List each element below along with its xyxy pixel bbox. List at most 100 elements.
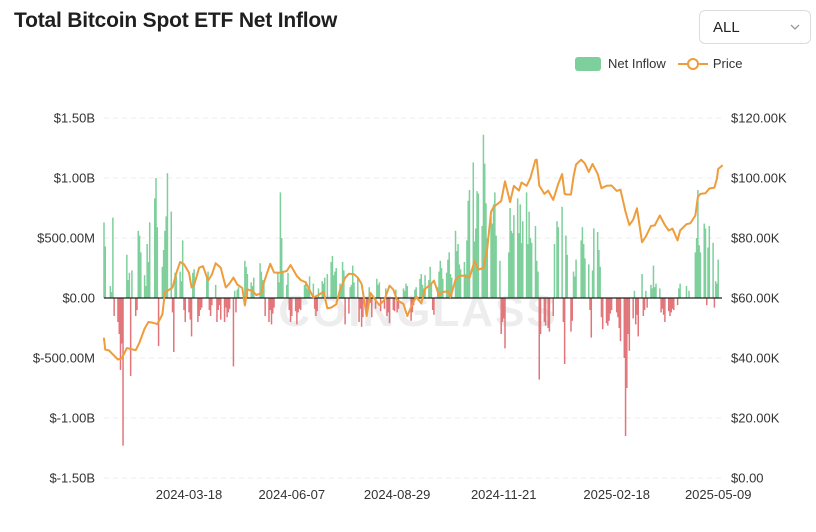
inflow-bar[interactable]	[679, 283, 681, 298]
inflow-bar[interactable]	[500, 298, 502, 334]
inflow-bar[interactable]	[162, 250, 165, 298]
inflow-bar[interactable]	[384, 288, 387, 298]
inflow-bar[interactable]	[225, 298, 227, 308]
inflow-bar[interactable]	[535, 260, 538, 298]
inflow-bar[interactable]	[397, 298, 400, 309]
inflow-bar[interactable]	[297, 298, 299, 313]
inflow-bar[interactable]	[442, 278, 444, 298]
inflow-bar[interactable]	[561, 206, 563, 298]
inflow-bar[interactable]	[383, 298, 386, 309]
inflow-bar[interactable]	[593, 228, 595, 298]
inflow-bar[interactable]	[632, 298, 634, 319]
inflow-bar[interactable]	[299, 298, 302, 310]
inflow-bar[interactable]	[348, 298, 350, 314]
inflow-bar[interactable]	[698, 245, 700, 298]
inflow-bar[interactable]	[236, 289, 238, 298]
inflow-bar[interactable]	[357, 277, 359, 298]
inflow-bar[interactable]	[350, 284, 353, 298]
inflow-bar[interactable]	[359, 298, 362, 309]
inflow-bar[interactable]	[563, 298, 566, 364]
inflow-bar[interactable]	[703, 223, 705, 298]
inflow-bar[interactable]	[669, 298, 671, 316]
inflow-bar[interactable]	[590, 298, 593, 338]
inflow-bar[interactable]	[404, 290, 406, 298]
inflow-bar[interactable]	[343, 270, 345, 298]
inflow-bar[interactable]	[492, 204, 495, 298]
inflow-bar[interactable]	[161, 266, 164, 298]
inflow-bar[interactable]	[615, 298, 618, 313]
inflow-bar[interactable]	[134, 298, 137, 316]
inflow-bar[interactable]	[315, 298, 317, 316]
inflow-bar[interactable]	[628, 298, 631, 351]
inflow-bar[interactable]	[268, 298, 270, 322]
inflow-bar[interactable]	[388, 298, 391, 324]
inflow-bar[interactable]	[353, 282, 355, 298]
inflow-bar[interactable]	[223, 298, 226, 322]
inflow-bar[interactable]	[419, 278, 421, 298]
inflow-bar[interactable]	[623, 298, 626, 358]
inflow-bar[interactable]	[428, 280, 430, 298]
inflow-bar[interactable]	[406, 286, 409, 298]
inflow-bar[interactable]	[362, 298, 364, 318]
inflow-bar[interactable]	[439, 260, 442, 298]
inflow-bar[interactable]	[128, 272, 131, 298]
inflow-bar[interactable]	[547, 298, 549, 328]
inflow-bar[interactable]	[646, 298, 648, 308]
inflow-bar[interactable]	[491, 223, 494, 298]
inflow-bar[interactable]	[476, 191, 478, 298]
inflow-bar[interactable]	[653, 287, 656, 298]
inflow-bar[interactable]	[618, 298, 620, 328]
inflow-bar[interactable]	[214, 284, 217, 298]
inflow-bar[interactable]	[117, 298, 119, 322]
inflow-bar[interactable]	[539, 298, 542, 334]
inflow-bar[interactable]	[694, 252, 697, 298]
inflow-bar[interactable]	[633, 290, 636, 298]
inflow-bar[interactable]	[510, 230, 513, 298]
inflow-bar[interactable]	[188, 298, 190, 313]
inflow-bar[interactable]	[704, 228, 707, 298]
inflow-bar[interactable]	[454, 230, 457, 298]
inflow-bar[interactable]	[209, 298, 212, 316]
inflow-bar[interactable]	[537, 271, 539, 298]
inflow-bar[interactable]	[430, 283, 433, 298]
inflow-bar[interactable]	[331, 256, 334, 298]
inflow-bar[interactable]	[424, 275, 426, 298]
inflow-bar[interactable]	[670, 298, 672, 313]
inflow-bar[interactable]	[280, 238, 283, 298]
inflow-bar[interactable]	[402, 288, 405, 298]
inflow-bar[interactable]	[472, 162, 475, 298]
inflow-bar[interactable]	[600, 298, 603, 318]
inflow-bar[interactable]	[164, 230, 166, 298]
inflow-bar[interactable]	[140, 252, 142, 298]
inflow-bar[interactable]	[291, 298, 293, 316]
inflow-bar[interactable]	[246, 274, 249, 298]
inflow-bar[interactable]	[285, 284, 288, 298]
inflow-bar[interactable]	[264, 298, 266, 316]
inflow-bar[interactable]	[525, 192, 528, 298]
inflow-bar[interactable]	[173, 298, 175, 352]
inflow-bar[interactable]	[181, 240, 184, 298]
inflow-bar[interactable]	[660, 298, 662, 313]
inflow-bar[interactable]	[650, 284, 652, 298]
inflow-bar[interactable]	[208, 298, 211, 310]
inflow-bar[interactable]	[303, 284, 306, 298]
inflow-bar[interactable]	[637, 298, 640, 337]
inflow-bar[interactable]	[316, 298, 318, 312]
inflow-bar[interactable]	[184, 298, 186, 322]
inflow-bar[interactable]	[582, 244, 585, 298]
inflow-bar[interactable]	[127, 280, 129, 298]
inflow-bar[interactable]	[609, 298, 612, 314]
inflow-bar[interactable]	[273, 298, 275, 308]
inflow-bar[interactable]	[179, 271, 181, 298]
inflow-bar[interactable]	[228, 298, 231, 309]
inflow-bar[interactable]	[220, 298, 222, 320]
inflow-bar[interactable]	[543, 298, 546, 322]
inflow-bar[interactable]	[553, 244, 556, 298]
inflow-bar[interactable]	[396, 298, 398, 313]
inflow-bar[interactable]	[288, 298, 291, 310]
inflow-bar[interactable]	[174, 272, 176, 298]
inflow-bar[interactable]	[605, 298, 608, 324]
inflow-bar[interactable]	[340, 286, 343, 298]
inflow-bar[interactable]	[183, 298, 185, 310]
inflow-bar[interactable]	[636, 298, 638, 315]
